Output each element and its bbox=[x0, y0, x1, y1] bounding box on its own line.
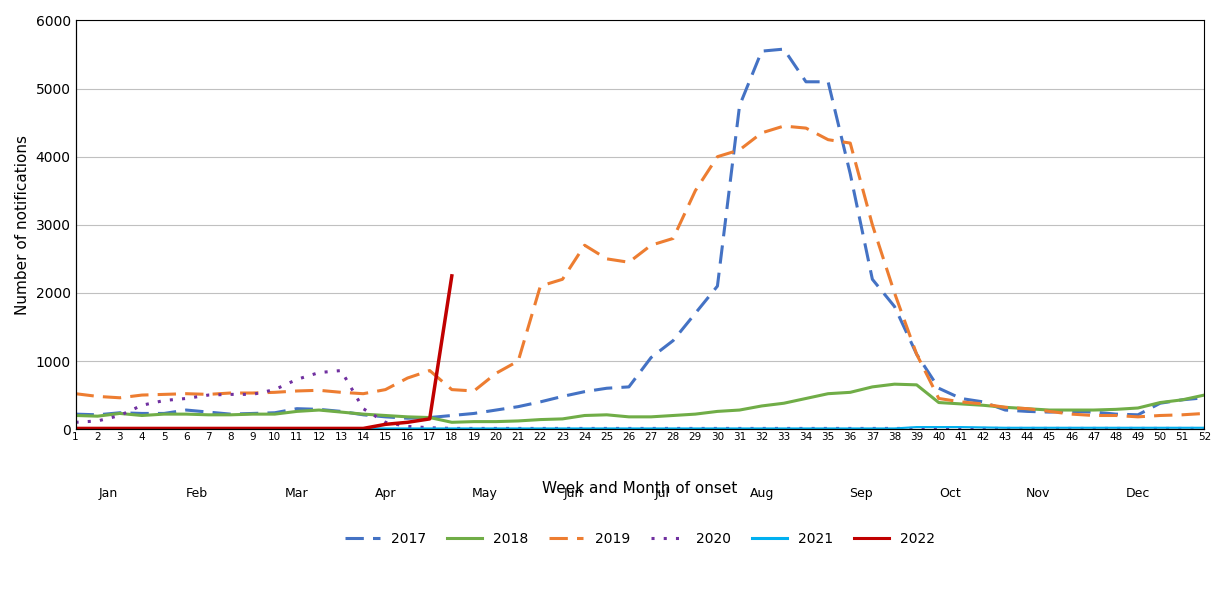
Legend: 2017, 2018, 2019, 2020, 2021, 2022: 2017, 2018, 2019, 2020, 2021, 2022 bbox=[340, 526, 940, 551]
Text: Sep: Sep bbox=[850, 487, 873, 500]
X-axis label: Week and Month of onset: Week and Month of onset bbox=[542, 481, 738, 496]
Text: Feb: Feb bbox=[186, 487, 208, 500]
Y-axis label: Number of notifications: Number of notifications bbox=[15, 135, 29, 315]
Text: May: May bbox=[472, 487, 498, 500]
Text: Jun: Jun bbox=[564, 487, 584, 500]
Text: Nov: Nov bbox=[1026, 487, 1051, 500]
Text: Apr: Apr bbox=[375, 487, 396, 500]
Text: Jan: Jan bbox=[99, 487, 119, 500]
Text: Jul: Jul bbox=[655, 487, 669, 500]
Text: Mar: Mar bbox=[286, 487, 309, 500]
Text: Oct: Oct bbox=[939, 487, 961, 500]
Text: Dec: Dec bbox=[1125, 487, 1150, 500]
Text: Aug: Aug bbox=[749, 487, 774, 500]
